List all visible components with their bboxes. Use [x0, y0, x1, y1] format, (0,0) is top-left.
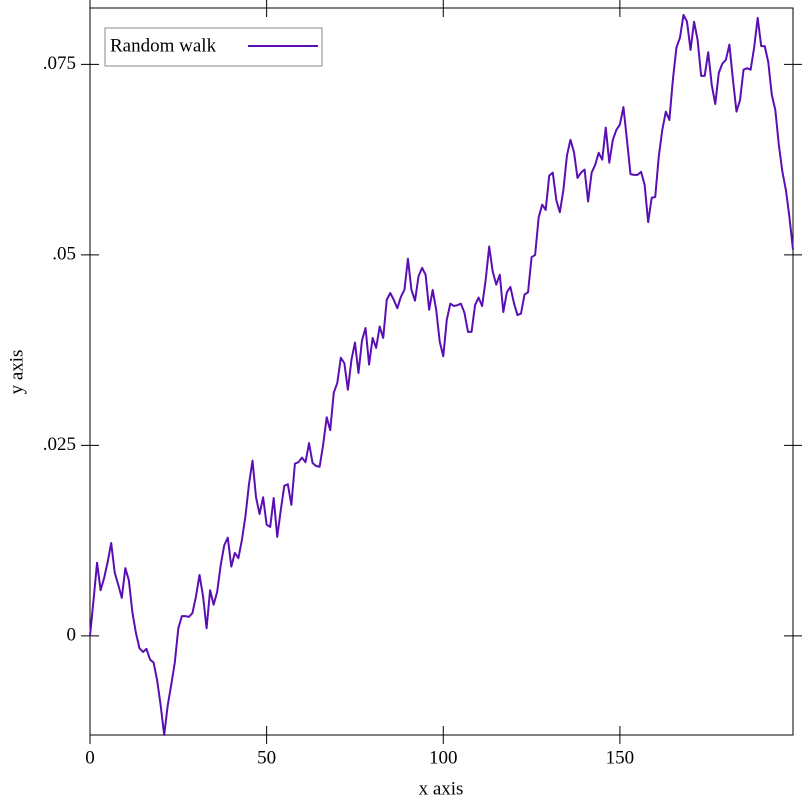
legend-label: Random walk — [110, 35, 217, 56]
y-tick-label: .075 — [43, 53, 76, 74]
x-tick-label: 50 — [257, 747, 276, 768]
y-tick-label: 0 — [67, 624, 77, 645]
plot-frame — [89, 7, 794, 736]
line-series — [89, 13, 794, 736]
y-tick-label: .05 — [52, 243, 76, 264]
y-axis-label: y axis — [6, 350, 27, 395]
x-tick-label: 150 — [606, 747, 635, 768]
x-tick-label: 100 — [429, 747, 458, 768]
x-axis-label: x axis — [419, 778, 464, 799]
x-tick-label: 0 — [85, 747, 95, 768]
y-tick-label: .025 — [43, 434, 76, 455]
